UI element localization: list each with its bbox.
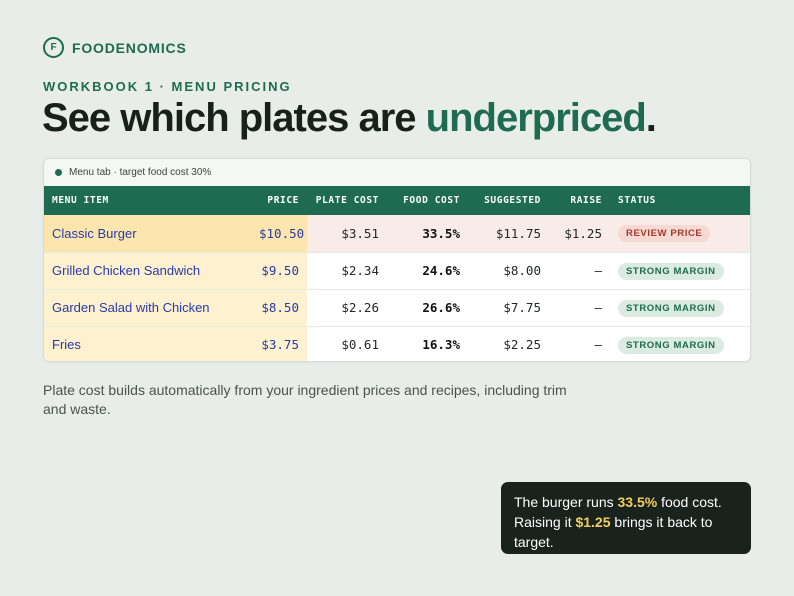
status-badge: STRONG MARGIN — [618, 336, 724, 354]
insight-callout: The burger runs 33.5% food cost. Raising… — [501, 482, 751, 554]
col-header-status[interactable]: STATUS — [618, 195, 656, 206]
status-cell: STRONG MARGIN — [610, 326, 750, 361]
menu-item-name[interactable]: Grilled Chicken Sandwich — [44, 252, 251, 289]
title-accent: underpriced — [425, 96, 647, 140]
brand-name: FOODENOMICS — [72, 39, 187, 56]
menu-item-name[interactable]: Garden Salad with Chicken — [44, 289, 251, 326]
footnote: Plate cost builds automatically from you… — [43, 382, 567, 417]
food-cost-pct: 24.6% — [422, 263, 460, 278]
col-header-menu-item[interactable]: MENU ITEM — [52, 195, 109, 206]
plate-cost: $2.26 — [341, 300, 379, 315]
suggested-price: $2.25 — [503, 337, 541, 353]
raise-amount: – — [594, 337, 602, 353]
table-row[interactable]: Fries $3.75 $0.61 16.3% $2.25 – STRONG M… — [44, 326, 750, 361]
col-header-price[interactable]: PRICE — [267, 195, 299, 206]
food-cost-pct: 26.6% — [422, 300, 460, 315]
menu-price[interactable]: $10.50 — [251, 215, 307, 252]
status-dot-icon — [55, 169, 62, 176]
callout-highlight-raise: $1.25 — [575, 514, 611, 530]
brand: F FOODENOMICS — [43, 37, 187, 58]
col-header-food-cost[interactable]: FOOD COST — [403, 195, 460, 206]
raise-amount: – — [594, 263, 602, 278]
brand-logo-icon: F — [43, 37, 64, 58]
menu-table: MENU ITEM PRICE PLATE COST FOOD COST SUG… — [44, 186, 750, 361]
suggested-price: $11.75 — [468, 215, 549, 252]
status-cell: STRONG MARGIN — [610, 252, 750, 289]
eyebrow-label: WORKBOOK 1 · MENU PRICING — [43, 79, 292, 94]
menu-price[interactable]: $8.50 — [251, 289, 307, 326]
status-badge: STRONG MARGIN — [618, 262, 724, 280]
callout-text: food cost. Raising it — [514, 494, 722, 530]
title-prefix: See which plates are — [42, 96, 426, 140]
status-cell: STRONG MARGIN — [610, 289, 750, 326]
table-row[interactable]: Garden Salad with Chicken $8.50 $2.26 26… — [44, 289, 750, 326]
food-cost-pct: 33.5% — [387, 215, 468, 252]
callout-text: brings it back to target. — [514, 514, 713, 550]
plate-cost: $0.61 — [341, 337, 379, 353]
col-header-suggested[interactable]: SUGGESTED — [484, 195, 541, 206]
menu-item-name[interactable]: Fries — [44, 326, 251, 361]
plate-cost: $2.34 — [341, 263, 379, 278]
page-title: See which plates are underpriced. — [42, 96, 657, 141]
table-row[interactable]: Classic Burger $10.50 $3.51 33.5% $11.75… — [44, 215, 750, 252]
raise-amount: – — [594, 300, 602, 315]
table-row[interactable]: Grilled Chicken Sandwich $9.50 $2.34 24.… — [44, 252, 750, 289]
status-badge: STRONG MARGIN — [618, 299, 724, 317]
status-badge: REVIEW PRICE — [618, 225, 711, 243]
callout-text: The burger runs — [514, 494, 618, 510]
sheet-tab[interactable]: Menu tab · target food cost 30% — [44, 159, 750, 186]
table-header-row: MENU ITEM PRICE PLATE COST FOOD COST SUG… — [44, 186, 750, 215]
food-cost-pct: 16.3% — [422, 337, 460, 353]
suggested-price: $7.75 — [503, 300, 541, 315]
status-cell: REVIEW PRICE — [610, 215, 750, 252]
plate-cost: $3.51 — [307, 215, 387, 252]
menu-item-name[interactable]: Classic Burger — [44, 215, 251, 252]
suggested-price: $8.00 — [503, 263, 541, 278]
menu-price[interactable]: $3.75 — [251, 326, 307, 361]
title-suffix: . — [645, 96, 657, 140]
menu-price[interactable]: $9.50 — [251, 252, 307, 289]
col-header-plate-cost[interactable]: PLATE COST — [315, 195, 379, 206]
sheet-tab-label: Menu tab · target food cost 30% — [69, 167, 212, 178]
col-header-raise[interactable]: RAISE — [570, 195, 602, 206]
callout-highlight-food-cost: 33.5% — [617, 494, 658, 510]
menu-pricing-sheet: Menu tab · target food cost 30% MENU ITE… — [43, 158, 751, 362]
raise-amount: $1.25 — [549, 215, 610, 252]
